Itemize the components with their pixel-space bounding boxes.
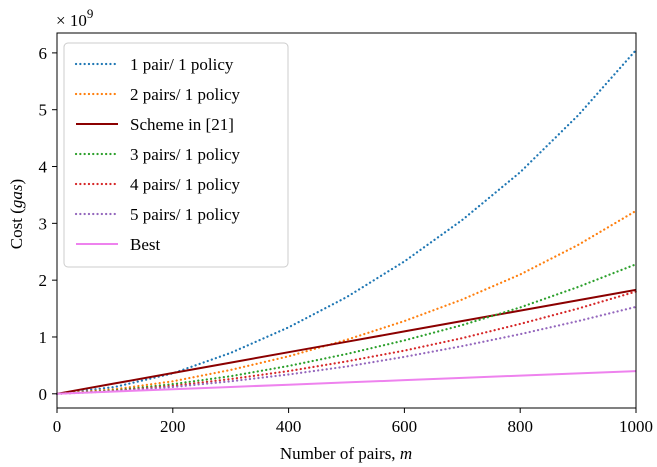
y-tick-label: 0 — [39, 385, 48, 404]
y-axis: 0 1 2 3 4 5 6 — [39, 44, 57, 404]
x-tick-label: 400 — [276, 417, 302, 436]
series-line-5 — [55, 290, 638, 395]
y-multiplier: × 109 — [56, 6, 93, 30]
y-multiplier-base: × 10 — [56, 11, 87, 30]
x-tick-label: 200 — [160, 417, 186, 436]
y-axis-label-end: ) — [7, 179, 26, 185]
legend-box — [63, 42, 289, 268]
y-axis-label-main: Cost ( — [7, 208, 26, 249]
x-tick-label: 800 — [507, 417, 533, 436]
series-line-3 — [56, 288, 637, 395]
series-layer — [55, 48, 638, 395]
series-line-6 — [55, 305, 638, 395]
legend-label: Best — [130, 235, 161, 254]
series-line-4 — [55, 263, 638, 395]
x-axis-label: Number of pairs, m — [280, 444, 412, 463]
series-line-2 — [55, 209, 638, 395]
y-tick-label: 3 — [39, 214, 48, 233]
series-line-7 — [56, 370, 637, 395]
legend-label: 1 pair/ 1 policy — [130, 55, 234, 74]
y-tick-label: 6 — [39, 44, 48, 63]
legend: 1 pair/ 1 policy 2 pairs/ 1 policy Scheme … — [63, 42, 289, 268]
legend-label: 4 pairs/ 1 policy — [130, 175, 241, 194]
y-tick-label: 2 — [39, 271, 48, 290]
legend-label: 5 pairs/ 1 policy — [130, 205, 241, 224]
y-multiplier-exponent: 9 — [87, 6, 94, 21]
legend-items: 1 pair/ 1 policy 2 pairs/ 1 policy Scheme … — [74, 55, 241, 254]
x-tick-label: 1000 — [619, 417, 653, 436]
y-axis-label: Cost (gas) — [7, 179, 26, 249]
series-line-1 — [55, 48, 638, 395]
x-tick-label: 0 — [53, 417, 62, 436]
x-axis-label-var: m — [400, 444, 412, 463]
y-tick-label: 4 — [39, 158, 48, 177]
plot-frame — [56, 32, 637, 409]
x-axis-label-main: Number of pairs, — [280, 444, 400, 463]
legend-label: 3 pairs/ 1 policy — [130, 145, 241, 164]
legend-label: Scheme in [21] — [130, 115, 234, 134]
y-tick-label: 1 — [39, 328, 48, 347]
legend-label: 2 pairs/ 1 policy — [130, 85, 241, 104]
y-axis-label-var: gas — [7, 184, 26, 208]
x-axis: 0 200 400 600 800 1000 — [53, 408, 653, 436]
x-tick-label: 600 — [392, 417, 418, 436]
y-tick-label: 5 — [39, 101, 48, 120]
